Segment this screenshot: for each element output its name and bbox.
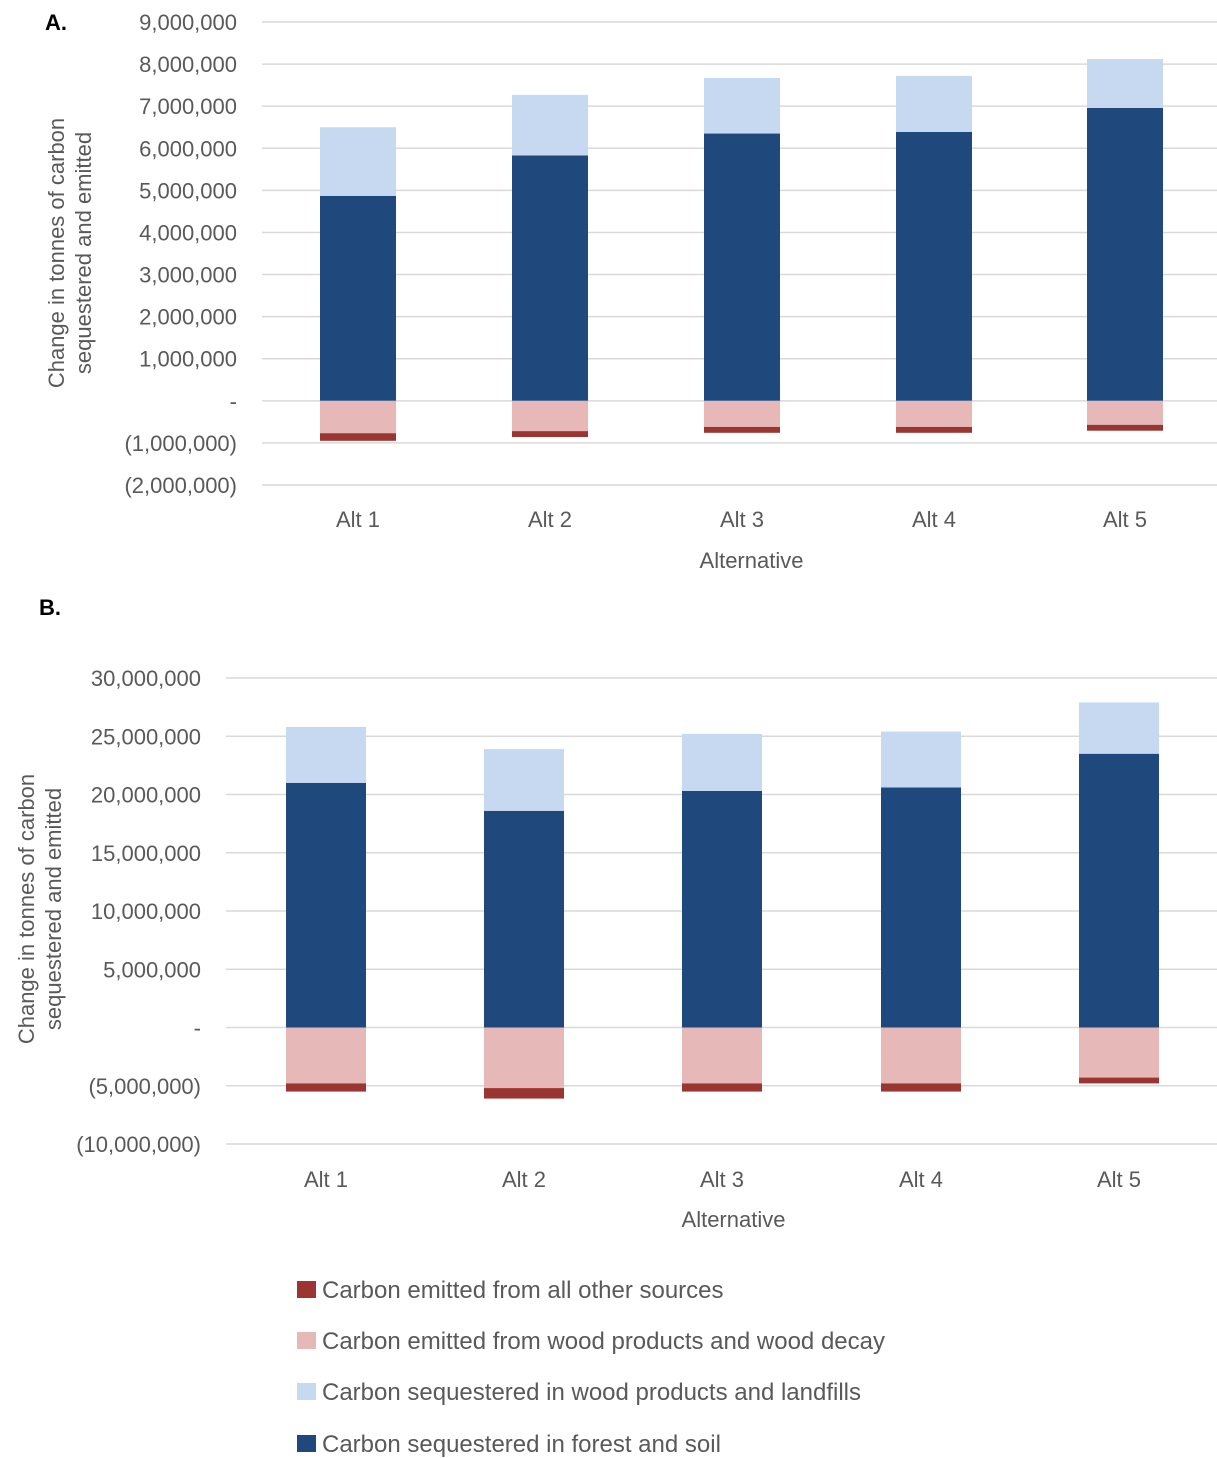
bar-segment [1079, 1077, 1159, 1084]
y-tick-label: 15,000,000 [91, 841, 201, 866]
x-tick-label: Alt 1 [304, 1167, 348, 1192]
legend: Carbon emitted from all other sources Car… [297, 1277, 885, 1458]
y-tick-label: 10,000,000 [91, 899, 201, 924]
legend-label: Carbon emitted from wood products and wo… [322, 1328, 885, 1355]
y-tick-label: (1,000,000) [124, 431, 237, 456]
panel-label: A. [45, 10, 67, 35]
bar-segment [1079, 702, 1159, 754]
bar-segment [896, 426, 972, 433]
bar-segment [1087, 59, 1163, 108]
y-tick-label: 9,000,000 [139, 10, 237, 35]
x-tick-label: Alt 4 [899, 1167, 943, 1192]
legend-swatch [297, 1435, 316, 1452]
bar-segment [286, 726, 366, 783]
x-tick-label: Alt 2 [502, 1167, 546, 1192]
bar-segment [512, 94, 588, 156]
y-tick-label: 7,000,000 [139, 94, 237, 119]
bar-segment [1087, 400, 1163, 425]
y-tick-label: 3,000,000 [139, 263, 237, 288]
bar-segment [484, 1027, 564, 1089]
y-tick-label: 4,000,000 [139, 220, 237, 245]
bar-segment [286, 1027, 366, 1084]
bar-segment [881, 787, 961, 1028]
bar-segment [896, 131, 972, 401]
y-tick-label: 25,000,000 [91, 724, 201, 749]
y-tick-label: 2,000,000 [139, 305, 237, 330]
y-axis-title: Change in tonnes of carbonsequestered an… [14, 774, 66, 1044]
x-axis-title: Alternative [682, 1207, 786, 1232]
bar-segment [881, 731, 961, 788]
bar-segment [682, 733, 762, 792]
bar-segment [484, 749, 564, 811]
x-tick-label: Alt 3 [720, 507, 764, 532]
bar-segment [484, 1088, 564, 1099]
legend-label: Carbon emitted from all other sources [322, 1277, 724, 1304]
y-tick-label: 20,000,000 [91, 783, 201, 808]
bar-segment [704, 133, 780, 401]
x-tick-label: Alt 3 [700, 1167, 744, 1192]
bar-segment [320, 400, 396, 434]
x-tick-label: Alt 1 [336, 507, 380, 532]
bar-segment [320, 433, 396, 441]
legend-swatch [297, 1383, 316, 1400]
bar-segment [512, 431, 588, 438]
legend-label: Carbon sequestered in wood products and … [322, 1379, 861, 1406]
y-tick-label: 8,000,000 [139, 52, 237, 77]
bar-segment [512, 155, 588, 401]
bar-segment [512, 400, 588, 432]
y-axis-title: Change in tonnes of carbonsequestered an… [44, 118, 96, 388]
bar-segment [484, 810, 564, 1028]
panel-label: B. [39, 595, 61, 620]
y-tick-label: 5,000,000 [103, 957, 201, 982]
bar-segment [896, 400, 972, 427]
x-tick-label: Alt 4 [912, 507, 956, 532]
bar-segment [286, 1083, 366, 1092]
bar-segment [320, 195, 396, 401]
x-axis-title: Alternative [700, 548, 804, 573]
y-tick-label: - [194, 1016, 201, 1041]
bar-segment [286, 782, 366, 1028]
bar-segment [881, 1027, 961, 1084]
bar-segment [881, 1083, 961, 1092]
y-tick-label: (5,000,000) [88, 1074, 201, 1099]
legend-swatch [297, 1281, 316, 1298]
bar-segment [682, 1027, 762, 1084]
bar-segment [704, 77, 780, 134]
bar-segment [320, 127, 396, 196]
y-tick-label: - [230, 389, 237, 414]
x-tick-label: Alt 2 [528, 507, 572, 532]
bar-segment [1079, 1027, 1159, 1078]
chart-panel-a: A. 9,000,000 8,000,000 7,000,000 6,000,000 5,… [44, 10, 1217, 573]
bar-segment [704, 400, 780, 427]
bar-segment [1087, 107, 1163, 401]
x-tick-label: Alt 5 [1097, 1167, 1141, 1192]
y-tick-label: 6,000,000 [139, 136, 237, 161]
y-tick-label: 30,000,000 [91, 666, 201, 691]
bar-segment [1087, 424, 1163, 431]
chart-panel-b: B. 30,000,000 25,000,000 20,000,000 15,000,0… [14, 595, 1217, 1232]
bar-segment [682, 1083, 762, 1092]
bar-segment [1079, 753, 1159, 1028]
y-tick-label: (10,000,000) [76, 1132, 201, 1157]
y-tick-label: 1,000,000 [139, 347, 237, 372]
bar-segment [704, 426, 780, 433]
y-tick-label: 5,000,000 [139, 178, 237, 203]
legend-label: Carbon sequestered in forest and soil [322, 1431, 721, 1458]
bar-segment [896, 75, 972, 132]
legend-swatch [297, 1332, 316, 1349]
x-tick-label: Alt 5 [1103, 507, 1147, 532]
bar-segment [682, 791, 762, 1028]
y-tick-label: (2,000,000) [124, 473, 237, 498]
